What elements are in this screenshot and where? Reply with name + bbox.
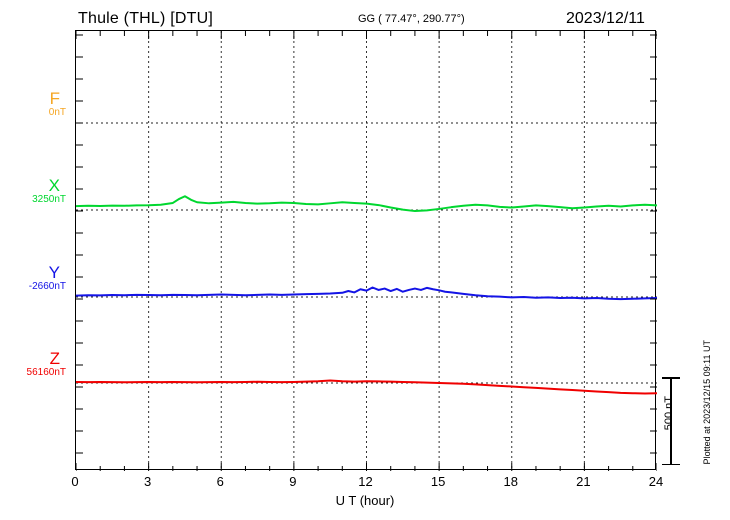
data-traces-layer <box>76 195 657 395</box>
component-symbol-y: Y <box>48 263 60 282</box>
x-tick-label-18: 18 <box>503 474 518 489</box>
x-tick-label-12: 12 <box>358 474 373 489</box>
x-tick-label-21: 21 <box>576 474 591 489</box>
plotted-timestamp: Plotted at 2023/12/15 09:11 UT <box>702 340 712 465</box>
x-tick-label-24: 24 <box>648 474 664 489</box>
x-axis-title: U T (hour) <box>335 493 395 508</box>
component-baseline-f: 0nT <box>48 107 66 118</box>
axis-ticks-layer <box>76 31 657 471</box>
component-label-y: Y -2660nT <box>2 264 68 293</box>
magnetogram-plot-area <box>75 30 657 471</box>
component-symbol-z: Z <box>49 349 60 368</box>
component-label-x: X 3250nT <box>2 177 68 206</box>
x-tick-label-3: 3 <box>144 474 152 489</box>
component-symbol-f: F <box>49 89 60 108</box>
component-symbol-x: X <box>48 176 60 195</box>
component-label-z: Z 56160nT <box>2 350 68 379</box>
geographic-coordinates: GG ( 77.47°, 290.77°) <box>358 13 465 25</box>
scale-bar <box>662 377 680 465</box>
x-tick-label-9: 9 <box>289 474 297 489</box>
grid-layer <box>76 31 657 471</box>
component-baseline-y: -2660nT <box>28 281 66 292</box>
component-baseline-z: 56160nT <box>26 367 66 378</box>
scale-bar-bottom-cap <box>662 463 680 465</box>
scale-bar-label: 500 nT <box>663 396 675 431</box>
component-baseline-x: 3250nT <box>32 194 66 205</box>
x-tick-label-0: 0 <box>71 474 79 489</box>
x-tick-label-15: 15 <box>430 474 446 489</box>
scale-bar-line <box>670 377 672 465</box>
component-label-f: F 0nT <box>2 90 68 119</box>
x-tick-label-6: 6 <box>216 474 224 489</box>
station-title: Thule (THL) [DTU] <box>78 10 213 27</box>
observation-date: 2023/12/11 <box>566 10 645 27</box>
